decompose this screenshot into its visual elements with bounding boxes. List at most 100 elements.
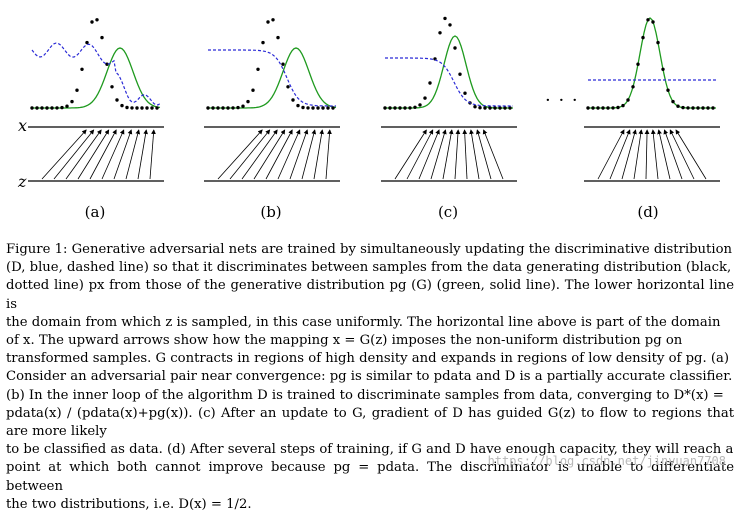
panel-d-data-density-point [686, 106, 690, 110]
caption-line: to be classified as data. (d) After seve… [6, 442, 734, 458]
panel-d-data-density-point [631, 85, 635, 89]
panel-b-data-density-point [276, 35, 280, 40]
panel-d-data-density-point [636, 62, 640, 66]
panel-b-data-density-point [256, 67, 260, 72]
panel-b-data-density-point [221, 106, 225, 110]
panel-c-mapping-arrow [462, 129, 468, 180]
caption-line: (b) In the inner loop of the algorithm D… [6, 387, 724, 403]
panel-a-mapping-arrow [113, 129, 133, 180]
panel-b-data-density-point [266, 20, 270, 24]
panel-c-data-density-point [473, 105, 477, 109]
caption-line: the two distributions, i.e. D(x) = 1/2. [6, 496, 252, 512]
panel-c-data-density-point [448, 23, 452, 27]
panel-b-data-density-point [251, 88, 255, 92]
panel-d-data-density-point [601, 106, 605, 110]
caption-line: the domain from which z is sampled, in t… [6, 314, 721, 330]
panel-d-data-density-point [621, 103, 625, 108]
panel-c-data-density-point [483, 106, 487, 110]
panel-b-mapping-arrow [277, 129, 301, 180]
panel-a-data-density-point [30, 106, 34, 110]
panel-c-data-density-point [463, 91, 467, 95]
panel-c-data-density-point [478, 106, 482, 110]
panel-c-mapping-arrow [482, 129, 504, 180]
caption-line: of x. The upward arrows show how the map… [6, 333, 683, 349]
panel-d-mapping-arrow [633, 129, 644, 180]
panel-d-data-density-point [651, 20, 655, 24]
caption-line: (D, blue, dashed line) so that it discri… [6, 260, 732, 276]
panel-b-data-density-point [281, 62, 285, 66]
panel-c-data-density-point [508, 106, 512, 110]
panel-b-data-density-point [291, 98, 295, 102]
panel-c-mapping-arrow [469, 129, 480, 180]
panel-label-a: (a) [84, 203, 106, 221]
panel-c-data-density-point [493, 106, 497, 110]
panel-b-data-density-point [301, 105, 305, 110]
panel-b-data-density-point [231, 106, 235, 110]
panel-d-data-density-point [681, 105, 685, 110]
panel-d-mapping-arrow [597, 129, 625, 180]
panel-b-data-density-point [246, 99, 250, 104]
panel-a-data-density-point [85, 40, 89, 45]
panel-c-data-density-point [408, 106, 412, 110]
x-axis-label: x [18, 116, 28, 135]
caption-line: pdata(x) / (pdata(x)+pg(x)). (c) After a… [6, 405, 734, 440]
panel-a-data-density-point [80, 67, 84, 72]
panel-b-mapping-arrow [289, 129, 309, 180]
panel-d-mapping-arrow [669, 129, 695, 180]
caption-line: transformed samples. G contracts in regi… [6, 351, 730, 367]
panel-b-mapping-arrow [253, 129, 286, 180]
panel-b-data-density-point [311, 106, 315, 110]
panel-a-mapping-arrow [89, 129, 117, 180]
panel-a-discriminator-curve [31, 42, 161, 106]
panel-a-data-density-point [125, 105, 129, 110]
panel-d-data-density-point [611, 106, 615, 110]
panel-b-data-density-point [326, 106, 330, 110]
panel-b-mapping-arrow [217, 129, 263, 180]
panel-b-data-density-point [241, 104, 245, 108]
z-axis-label: z [18, 172, 27, 191]
panel-d-data-density-point [616, 105, 620, 110]
panel-b-data-density-point [271, 18, 275, 22]
panel-d-data-density-point [656, 40, 660, 45]
panel-a-data-density-point [70, 99, 74, 104]
caption-line: Consider an adversarial pair near conver… [6, 369, 733, 385]
panel-c-data-density-point [488, 106, 492, 110]
panel-a-data-density-point [90, 20, 94, 24]
gan-figure: x z (a) (b) (c) (d) · · · [0, 0, 740, 235]
panel-c-mapping-arrow [454, 129, 461, 180]
panel-a-data-density-point [145, 106, 149, 110]
panel-b-data-density-point [211, 106, 215, 110]
panel-a-data-density-point [50, 106, 54, 110]
panel-c-data-density-point [438, 31, 442, 35]
panel-c-mapping-arrow [406, 129, 434, 180]
gan-figure-graphic [28, 16, 720, 182]
panel-a-data-density-point [65, 104, 69, 108]
panel-b-data-density-point [226, 106, 230, 110]
panel-b-mapping-arrow [325, 129, 332, 180]
panel-d-data-density-point [666, 88, 670, 92]
panel-label-b: (b) [260, 203, 282, 221]
panel-a-mapping-arrow [77, 129, 110, 180]
panel-c-mapping-arrow [394, 129, 427, 180]
panel-d-data-density-point [596, 106, 600, 110]
panel-c-generator-density [385, 35, 513, 109]
panel-a-data-density-point [100, 35, 104, 40]
panel-d-data-density-point [646, 18, 650, 22]
panel-a-mapping-arrow [125, 129, 141, 180]
panel-a-mapping-arrow [53, 129, 95, 180]
panel-d-mapping-arrow [650, 129, 659, 180]
panel-c-data-density-point [458, 72, 462, 76]
panel-d-data-density-point [606, 106, 610, 110]
panel-c-data-density-point [443, 16, 447, 21]
panel-a-mapping-arrow [41, 129, 87, 180]
panel-b-data-density-point [286, 85, 290, 89]
panel-a-data-density-point [140, 106, 144, 110]
panel-b-mapping-arrow [313, 129, 324, 180]
panel-d-data-density-point [711, 106, 715, 110]
panel-d-data-density-point [671, 99, 675, 104]
panel-a-data-density-point [135, 106, 139, 110]
panel-d-data-density-point [591, 106, 595, 110]
panel-b-generator-density [208, 47, 337, 109]
panel-a-data-density-point [55, 106, 59, 110]
panel-a-generator-density [32, 47, 161, 109]
